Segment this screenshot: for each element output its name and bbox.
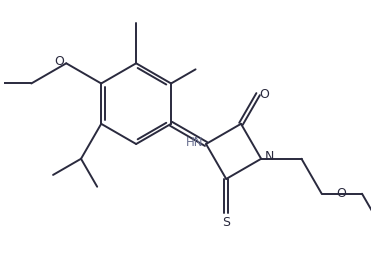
Text: HN: HN: [186, 136, 203, 149]
Text: O: O: [260, 88, 270, 101]
Text: O: O: [54, 55, 64, 68]
Text: O: O: [336, 187, 346, 200]
Text: N: N: [265, 151, 274, 163]
Text: S: S: [222, 216, 230, 229]
